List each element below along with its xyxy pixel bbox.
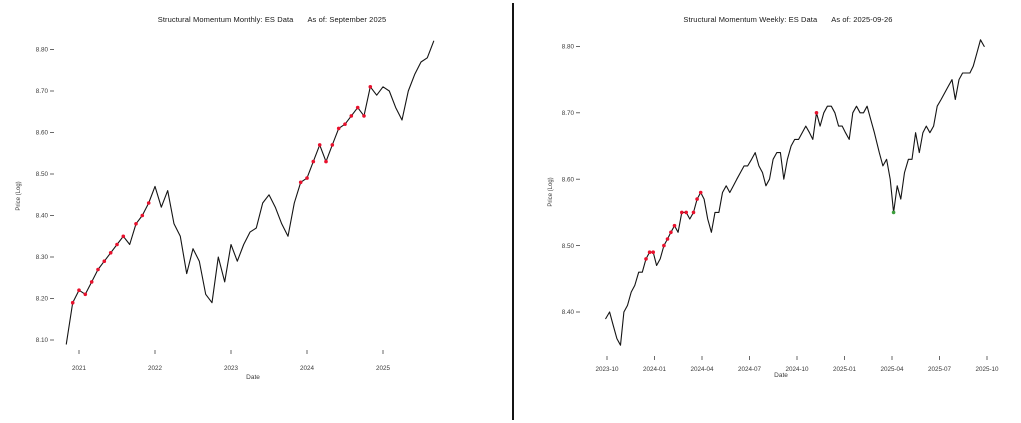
monthly-y-tick-label: 8.20 — [36, 296, 49, 303]
monthly-price-line — [65, 40, 435, 345]
monthly-red-signal-marker — [121, 234, 126, 239]
monthly-red-signal-marker — [324, 159, 328, 164]
weekly-red-signal-marker — [680, 210, 684, 215]
monthly-y-tick-label: 8.10 — [36, 337, 49, 344]
weekly-price-line — [605, 39, 985, 346]
monthly-red-signal-marker — [368, 85, 373, 89]
monthly-y-tick-label: 8.50 — [36, 171, 49, 178]
weekly-as-of-text: As of: 2025-09-26 — [831, 15, 893, 24]
monthly-red-signal-marker — [336, 126, 341, 131]
monthly-y-tick-label: 8.60 — [36, 130, 49, 137]
monthly-red-signal-marker — [311, 159, 316, 164]
monthly-red-signal-marker — [343, 122, 347, 126]
weekly-x-tick-label: 2024-04 — [690, 366, 714, 373]
monthly-red-signal-marker — [298, 180, 303, 185]
monthly-red-signal-marker — [83, 292, 88, 297]
weekly-x-tick-label: 2025-10 — [975, 366, 999, 373]
weekly-y-tick-label: 8.50 — [562, 243, 575, 250]
panel-divider-line — [512, 3, 514, 420]
weekly-chart-title: Structural Momentum Weekly: ES Data As of… — [683, 15, 892, 24]
monthly-red-signal-marker — [115, 242, 119, 247]
monthly-red-signal-marker — [102, 259, 107, 264]
weekly-y-tick-label: 8.60 — [562, 176, 575, 183]
weekly-y-tick-label: 8.40 — [562, 309, 575, 316]
weekly-title-text: Structural Momentum Weekly: ES Data — [683, 15, 818, 24]
weekly-x-tick-label: 2024-10 — [785, 366, 809, 373]
weekly-y-tick-label: 8.70 — [562, 110, 575, 117]
monthly-red-signal-marker — [108, 251, 113, 255]
monthly-red-signal-marker — [134, 222, 138, 226]
monthly-x-tick-label: 2021 — [72, 365, 87, 372]
monthly-y-tick-label: 8.70 — [36, 88, 49, 95]
weekly-red-signal-marker — [669, 230, 673, 235]
monthly-x-tick-label: 2022 — [148, 365, 163, 372]
weekly-x-tick-label: 2023-10 — [595, 366, 619, 373]
monthly-x-axis-label: Date — [246, 374, 260, 381]
monthly-red-signal-marker — [89, 280, 94, 284]
monthly-red-signal-marker — [140, 213, 145, 218]
monthly-red-signal-marker — [70, 300, 75, 305]
weekly-x-tick-label: 2024-01 — [643, 366, 667, 373]
monthly-as-of-text: As of: September 2025 — [307, 15, 387, 24]
weekly-red-signal-marker — [814, 111, 819, 115]
weekly-red-signal-marker — [651, 250, 655, 254]
weekly-red-signal-marker — [644, 257, 648, 261]
monthly-red-signal-marker — [349, 114, 354, 118]
monthly-red-signal-marker — [146, 201, 151, 205]
weekly-y-tick-label: 8.80 — [562, 44, 575, 51]
monthly-red-signal-marker — [355, 105, 360, 110]
weekly-red-signal-marker — [698, 190, 703, 195]
monthly-red-signal-marker — [330, 143, 335, 147]
weekly-green-signal-marker — [891, 210, 896, 215]
monthly-x-tick-label: 2023 — [224, 365, 239, 372]
monthly-red-signal-marker — [305, 176, 309, 180]
monthly-x-tick-label: 2025 — [376, 365, 391, 372]
monthly-red-signal-marker — [317, 143, 322, 147]
monthly-red-signal-marker — [77, 288, 81, 293]
monthly-title-text: Structural Momentum Monthly: ES Data — [157, 15, 294, 24]
weekly-x-tick-label: 2025-01 — [833, 366, 857, 373]
weekly-x-tick-label: 2025-04 — [880, 366, 904, 373]
weekly-red-signal-marker — [695, 197, 699, 201]
weekly-red-signal-marker — [691, 210, 696, 215]
weekly-x-tick-label: 2025-07 — [928, 366, 952, 373]
weekly-red-signal-marker — [672, 223, 677, 228]
weekly-x-axis-label: Date — [774, 372, 788, 379]
weekly-red-signal-marker — [665, 237, 670, 241]
monthly-y-tick-label: 8.30 — [36, 254, 49, 261]
monthly-chart-title: Structural Momentum Monthly: ES Data As o… — [158, 15, 387, 24]
monthly-x-tick-label: 2024 — [300, 365, 315, 372]
monthly-y-tick-label: 8.80 — [36, 47, 49, 54]
weekly-red-signal-marker — [684, 210, 688, 215]
weekly-x-tick-label: 2024-07 — [738, 366, 762, 373]
weekly-red-signal-marker — [647, 250, 652, 254]
monthly-y-tick-label: 8.40 — [36, 213, 49, 220]
weekly-red-signal-marker — [662, 243, 666, 248]
monthly-red-signal-marker — [362, 114, 366, 118]
monthly-red-signal-marker — [96, 267, 100, 272]
